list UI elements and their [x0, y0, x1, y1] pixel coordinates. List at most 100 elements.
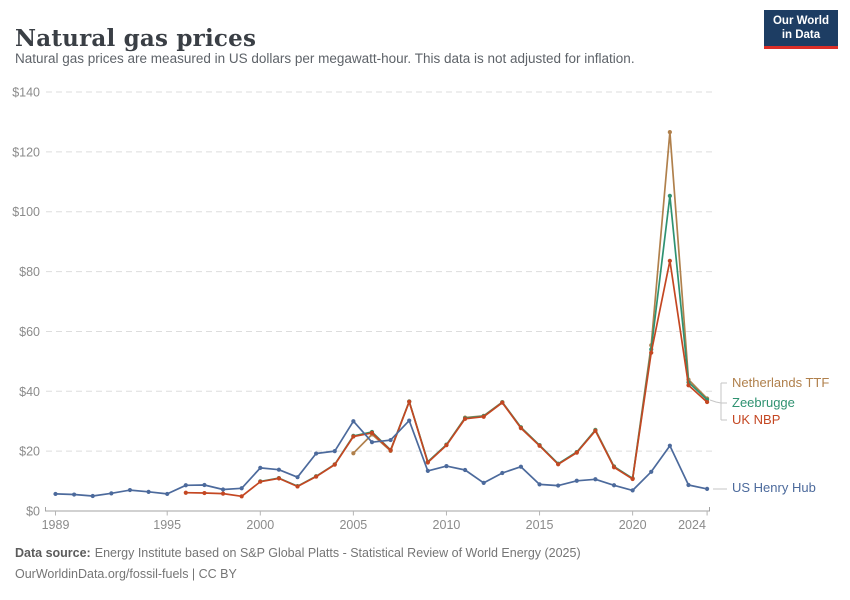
series-point-us-henry-hub-2020[interactable]: [630, 488, 635, 493]
series-point-uk-nbp-2020[interactable]: [630, 476, 635, 482]
owid-logo-line1: Our World: [772, 15, 829, 27]
series-point-us-henry-hub-2010[interactable]: [444, 464, 449, 469]
series-point-uk-nbp-2004[interactable]: [332, 462, 337, 467]
x-axis-tick-label: 2024: [678, 518, 706, 532]
series-point-uk-nbp-1996[interactable]: [183, 490, 188, 495]
series-line-us-henry-hub[interactable]: [55, 419, 708, 497]
x-axis-tick-label: 2020: [619, 518, 647, 532]
y-axis-tick-label: $20: [19, 445, 40, 459]
series-point-uk-nbp-1997[interactable]: [202, 490, 207, 496]
series-point-us-henry-hub-2005[interactable]: [351, 419, 356, 424]
series-point-us-henry-hub-2011[interactable]: [462, 467, 468, 473]
footer-citation-text: OurWorldinData.org/fossil-fuels | CC BY: [15, 567, 237, 581]
series-point-uk-nbp-2000[interactable]: [258, 479, 263, 484]
series-point-us-henry-hub-1998[interactable]: [220, 487, 226, 492]
x-axis-tick-label: 2015: [526, 518, 554, 532]
series-point-uk-nbp-2007[interactable]: [388, 448, 393, 453]
series-point-uk-nbp-2011[interactable]: [462, 416, 468, 421]
series-point-netherlands-ttf-2022[interactable]: [667, 130, 672, 135]
legend-item-uk-nbp[interactable]: UK NBP: [732, 412, 781, 427]
series-point-us-henry-hub-1992[interactable]: [109, 491, 114, 496]
footer-source-label: Data source:: [15, 546, 91, 560]
series-point-uk-nbp-2023[interactable]: [686, 383, 691, 388]
series-point-us-henry-hub-1993[interactable]: [127, 487, 133, 493]
y-axis-tick-label: $120: [12, 145, 40, 159]
legend-item-zeebrugge[interactable]: Zeebrugge: [732, 395, 795, 410]
series-point-us-henry-hub-1999[interactable]: [239, 486, 244, 491]
series-point-uk-nbp-2022[interactable]: [667, 258, 672, 263]
series-point-uk-nbp-2005[interactable]: [351, 434, 356, 439]
series-point-us-henry-hub-2013[interactable]: [500, 470, 505, 476]
y-axis-tick-label: $140: [12, 86, 40, 100]
series-point-us-henry-hub-2022[interactable]: [667, 443, 672, 448]
series-point-us-henry-hub-2007[interactable]: [388, 437, 393, 443]
owid-logo[interactable]: Our World in Data: [763, 10, 838, 49]
series-point-us-henry-hub-1990[interactable]: [72, 492, 77, 497]
series-point-uk-nbp-2008[interactable]: [407, 399, 412, 404]
series-point-uk-nbp-2009[interactable]: [425, 460, 430, 465]
series-point-uk-nbp-2024[interactable]: [704, 399, 710, 405]
series-point-us-henry-hub-2002[interactable]: [295, 475, 300, 480]
series-point-us-henry-hub-1996[interactable]: [183, 483, 188, 488]
series-point-uk-nbp-2013[interactable]: [500, 400, 505, 405]
series-point-us-henry-hub-2003[interactable]: [314, 451, 319, 456]
series-point-uk-nbp-2018[interactable]: [593, 428, 598, 433]
series-point-uk-nbp-2019[interactable]: [611, 465, 617, 470]
series-point-netherlands-ttf-2005[interactable]: [351, 451, 356, 456]
series-point-uk-nbp-1998[interactable]: [220, 491, 226, 496]
series-line-zeebrugge[interactable]: [260, 195, 708, 488]
series-point-us-henry-hub-1995[interactable]: [165, 491, 170, 497]
series-point-us-henry-hub-2024[interactable]: [704, 486, 710, 491]
series-point-us-henry-hub-2023[interactable]: [686, 482, 691, 488]
legend-connector-europe: [709, 382, 727, 421]
y-axis-tick-label: $100: [12, 205, 40, 219]
series-point-us-henry-hub-2001[interactable]: [276, 467, 282, 472]
series-point-us-henry-hub-1994[interactable]: [146, 489, 151, 494]
series-point-uk-nbp-2015[interactable]: [537, 443, 542, 448]
x-axis-tick-label: 2000: [246, 518, 274, 532]
series-point-us-henry-hub-2019[interactable]: [611, 483, 617, 488]
series-point-uk-nbp-2003[interactable]: [314, 474, 319, 479]
y-axis-tick-label: $60: [19, 325, 40, 339]
series-point-uk-nbp-2010[interactable]: [444, 443, 449, 448]
series-point-us-henry-hub-2009[interactable]: [425, 468, 430, 473]
series-point-uk-nbp-2016[interactable]: [556, 462, 561, 467]
footer-source: Data source: Energy Institute based on S&…: [15, 545, 581, 561]
page-subtitle: Natural gas prices are measured in US do…: [15, 51, 635, 66]
series-point-us-henry-hub-2018[interactable]: [593, 477, 598, 482]
series-point-uk-nbp-2014[interactable]: [518, 426, 524, 431]
series-point-uk-nbp-2017[interactable]: [574, 450, 579, 455]
series-point-us-henry-hub-2014[interactable]: [518, 464, 524, 469]
series-point-us-henry-hub-1989[interactable]: [53, 491, 58, 497]
legend-item-us-henry-hub[interactable]: US Henry Hub: [732, 480, 816, 495]
y-axis-tick-label: $40: [19, 385, 40, 399]
x-axis-tick-label: 2005: [339, 518, 367, 532]
series-point-us-henry-hub-1997[interactable]: [202, 482, 207, 488]
series-point-us-henry-hub-2021[interactable]: [649, 469, 654, 474]
legend-item-netherlands-ttf[interactable]: Netherlands TTF: [732, 375, 830, 390]
series-point-uk-nbp-2006[interactable]: [369, 430, 375, 435]
y-axis-tick-label: $80: [19, 265, 40, 279]
series-point-zeebrugge-2022[interactable]: [667, 193, 672, 198]
x-axis-tick-label: 1989: [42, 518, 70, 532]
series-point-us-henry-hub-2006[interactable]: [369, 440, 375, 445]
series-point-uk-nbp-1999[interactable]: [239, 494, 244, 499]
series-line-netherlands-ttf[interactable]: [352, 131, 708, 480]
series-line-uk-nbp[interactable]: [185, 259, 708, 498]
footer-citation[interactable]: OurWorldinData.org/fossil-fuels | CC BY: [15, 566, 237, 582]
series-point-us-henry-hub-2015[interactable]: [537, 482, 542, 487]
series-point-us-henry-hub-2004[interactable]: [332, 449, 337, 454]
series-point-uk-nbp-2012[interactable]: [481, 414, 486, 419]
series-point-us-henry-hub-2000[interactable]: [258, 465, 263, 471]
series-point-us-henry-hub-2012[interactable]: [481, 480, 486, 485]
series-point-us-henry-hub-2008[interactable]: [407, 418, 412, 423]
series-point-us-henry-hub-2017[interactable]: [574, 478, 579, 483]
series-point-uk-nbp-2021[interactable]: [649, 350, 654, 355]
series-point-us-henry-hub-2016[interactable]: [556, 483, 561, 488]
x-axis-tick-label: 2010: [433, 518, 461, 532]
series-point-us-henry-hub-1991[interactable]: [90, 493, 95, 499]
series-point-uk-nbp-2002[interactable]: [295, 484, 300, 489]
series-point-uk-nbp-2001[interactable]: [276, 476, 282, 481]
